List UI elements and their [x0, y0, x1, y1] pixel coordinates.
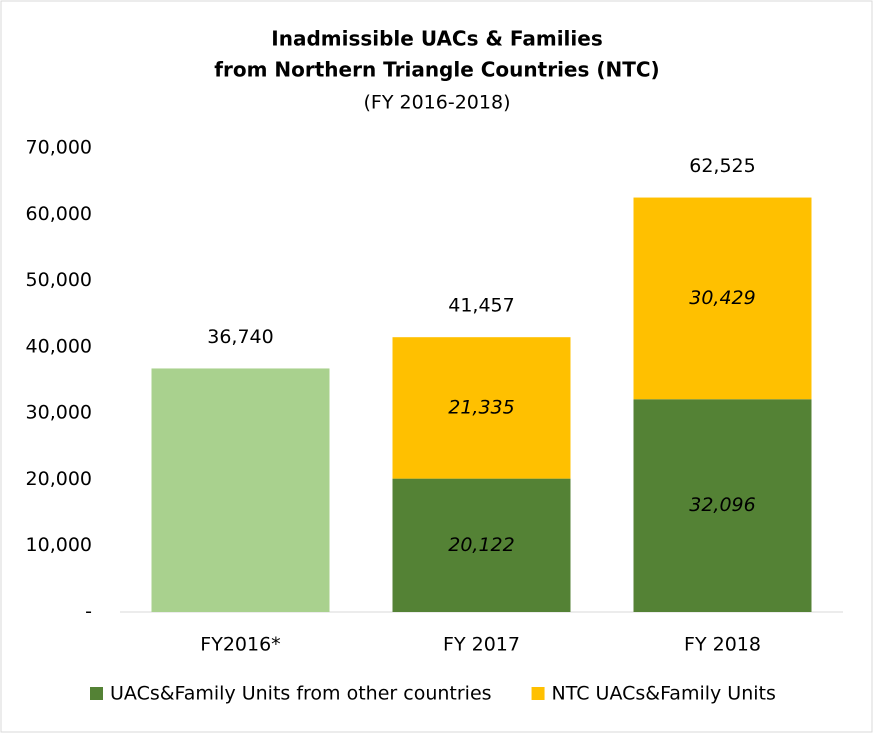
bar-segment — [151, 368, 330, 612]
legend-swatch — [531, 687, 545, 700]
total-label: 62,525 — [689, 155, 755, 177]
y-tick-label: 70,000 — [26, 137, 92, 159]
bar-segment — [392, 478, 571, 612]
y-tick-label: - — [85, 601, 92, 623]
y-tick-label: 60,000 — [26, 203, 92, 225]
legend-label: UACs&Family Units from other countries — [110, 683, 492, 705]
total-label: 41,457 — [448, 295, 514, 317]
segment-label: 21,335 — [448, 396, 514, 418]
y-tick-label: 10,000 — [26, 534, 92, 556]
legend-swatch — [90, 687, 103, 700]
y-tick-label: 20,000 — [26, 468, 92, 490]
segment-label: 20,122 — [448, 534, 514, 556]
bar-segment — [392, 337, 571, 479]
x-tick-label: FY 2018 — [684, 634, 761, 656]
x-tick-label: FY2016* — [200, 634, 280, 656]
chart-title: from Northern Triangle Countries (NTC) — [214, 58, 659, 82]
bar-segment — [633, 399, 812, 612]
total-label: 36,740 — [207, 326, 273, 348]
y-tick-label: 30,000 — [26, 402, 92, 424]
chart-title: Inadmissible UACs & Families — [271, 27, 602, 51]
chart-subtitle: (FY 2016-2018) — [364, 92, 511, 114]
segment-label: 30,429 — [689, 287, 755, 309]
bar-segment — [633, 197, 812, 400]
y-tick-label: 40,000 — [26, 335, 92, 357]
segment-label: 32,096 — [689, 494, 755, 516]
y-tick-label: 50,000 — [26, 269, 92, 291]
x-tick-label: FY 2017 — [443, 634, 520, 656]
legend-label: NTC UACs&Family Units — [552, 683, 776, 705]
